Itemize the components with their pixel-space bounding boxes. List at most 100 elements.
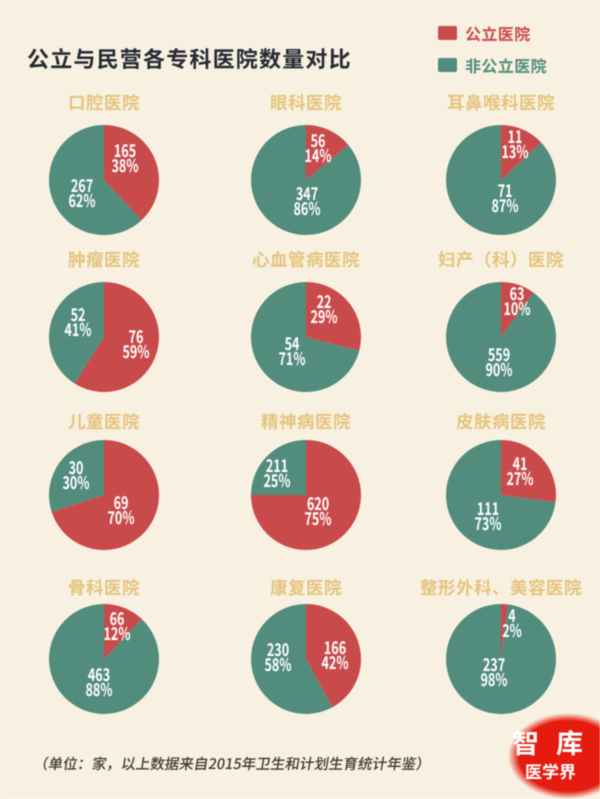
pie-title: 耳鼻喉科医院 — [447, 90, 555, 115]
nonpublic-hospital-swatch — [438, 58, 457, 72]
nonpublic-slice — [446, 282, 557, 392]
pie-chart — [445, 125, 556, 235]
nonpublic-slice-label: 71 87% — [473, 182, 538, 218]
pie-chart — [48, 604, 159, 714]
public-slice — [501, 440, 557, 502]
legend-label-nonpublic: 非公立医院 — [465, 53, 548, 77]
nonpublic-slice — [446, 604, 557, 714]
pie-chart — [446, 604, 557, 714]
nonpublic-slice — [48, 440, 104, 512]
nonpublic-slice-label: 30 30% — [44, 455, 109, 492]
nonpublic-slice-label: 347 86% — [275, 181, 340, 221]
pie-title: 皮肤病医院 — [456, 409, 546, 434]
nonpublic-slice — [251, 604, 333, 714]
nonpublic-percent: 90% — [485, 357, 513, 382]
pie-chart — [48, 282, 159, 392]
public-slice — [306, 604, 362, 708]
nonpublic-slice-label: 211 25% — [245, 453, 310, 493]
public-slice — [251, 440, 361, 550]
public-slice — [104, 604, 142, 659]
public-slice — [306, 282, 361, 351]
public-slice-label: 63 10% — [485, 285, 550, 321]
nonpublic-value: 111 — [476, 496, 500, 521]
public-value: 56 — [310, 128, 326, 153]
public-value: 69 — [113, 490, 129, 515]
pie-title: 口腔医院 — [68, 90, 140, 115]
public-slice — [501, 282, 534, 337]
public-value: 165 — [113, 138, 137, 163]
nonpublic-value: 237 — [482, 652, 506, 677]
nonpublic-slice — [251, 440, 306, 495]
nonpublic-percent: 62% — [68, 188, 96, 213]
pie-title: 肿瘤医院 — [68, 247, 140, 272]
public-slice-label: 66 12% — [85, 610, 150, 646]
public-percent: 29% — [310, 304, 338, 329]
nonpublic-value: 230 — [266, 637, 290, 662]
nonpublic-slice — [251, 125, 362, 235]
public-value: 620 — [306, 491, 330, 516]
public-value: 11 — [507, 124, 523, 149]
nonpublic-slice — [446, 440, 556, 550]
nonpublic-percent: 86% — [293, 196, 321, 221]
pie-title: 心血管病医院 — [252, 247, 360, 272]
pie-title: 精神病医院 — [261, 409, 351, 434]
pie-chart — [251, 604, 362, 714]
nonpublic-percent: 73% — [474, 511, 502, 536]
page-title: 公立与民营各专科医院数量对比 — [27, 42, 352, 74]
public-percent: 38% — [111, 153, 139, 178]
public-slice — [306, 125, 349, 180]
legend-label-public: 公立医院 — [465, 21, 531, 45]
public-percent: 27% — [506, 466, 534, 491]
pie-chart — [251, 440, 361, 550]
pie-chart — [48, 440, 159, 550]
pie-title: 儿童医院 — [68, 409, 140, 434]
public-percent: 14% — [304, 143, 332, 168]
public-slice-label: 56 14% — [286, 128, 351, 168]
nonpublic-percent: 58% — [264, 652, 292, 677]
pie-title: 骨科医院 — [68, 575, 140, 600]
public-slice-label: 41 27% — [488, 451, 553, 491]
logo-text-yixuejie: 医学界 — [525, 758, 576, 783]
pie-title: 妇产（科）医院 — [438, 247, 564, 272]
nonpublic-percent: 98% — [480, 667, 508, 692]
nonpublic-slice-label: 52 41% — [46, 306, 111, 342]
pie-chart — [48, 125, 159, 236]
logo-red-seal — [508, 713, 600, 799]
nonpublic-slice — [445, 125, 556, 235]
public-percent: 10% — [503, 296, 531, 321]
nonpublic-percent: 87% — [491, 193, 519, 218]
pie-title: 整形外科、美容医院 — [420, 575, 582, 600]
logo-text-zhiku: 智库 — [512, 722, 600, 761]
public-slice-label: 620 75% — [286, 491, 351, 531]
public-value: 4 — [508, 603, 516, 628]
nonpublic-slice-label: 230 58% — [246, 637, 311, 677]
nonpublic-slice-label: 463 88% — [67, 666, 132, 699]
nonpublic-slice — [48, 125, 142, 236]
public-value: 41 — [512, 451, 528, 476]
pie-chart — [251, 125, 362, 235]
public-percent: 75% — [304, 506, 332, 531]
nonpublic-slice — [48, 604, 159, 714]
nonpublic-slice-label: 54 71% — [260, 335, 325, 368]
public-percent: 12% — [103, 621, 131, 646]
public-slice — [51, 440, 159, 550]
public-slice — [74, 282, 159, 392]
nonpublic-slice-label: 111 73% — [456, 496, 521, 536]
public-slice-label: 165 38% — [93, 138, 158, 178]
nonpublic-value: 211 — [265, 453, 289, 478]
public-value: 22 — [316, 289, 332, 314]
public-slice-label: 11 13% — [483, 124, 548, 161]
nonpublic-value: 347 — [295, 181, 319, 206]
public-percent: 42% — [321, 650, 349, 675]
pie-chart — [446, 440, 557, 550]
public-value: 166 — [323, 635, 347, 660]
public-slice-label: 166 42% — [303, 635, 368, 675]
nonpublic-percent: 25% — [263, 468, 291, 493]
public-percent: 2% — [502, 618, 522, 643]
nonpublic-value: 30 — [68, 455, 84, 480]
nonpublic-percent: 41% — [64, 317, 92, 342]
public-slice-label: 22 29% — [292, 289, 357, 329]
nonpublic-value: 267 — [70, 173, 94, 198]
pie-chart — [446, 282, 557, 392]
